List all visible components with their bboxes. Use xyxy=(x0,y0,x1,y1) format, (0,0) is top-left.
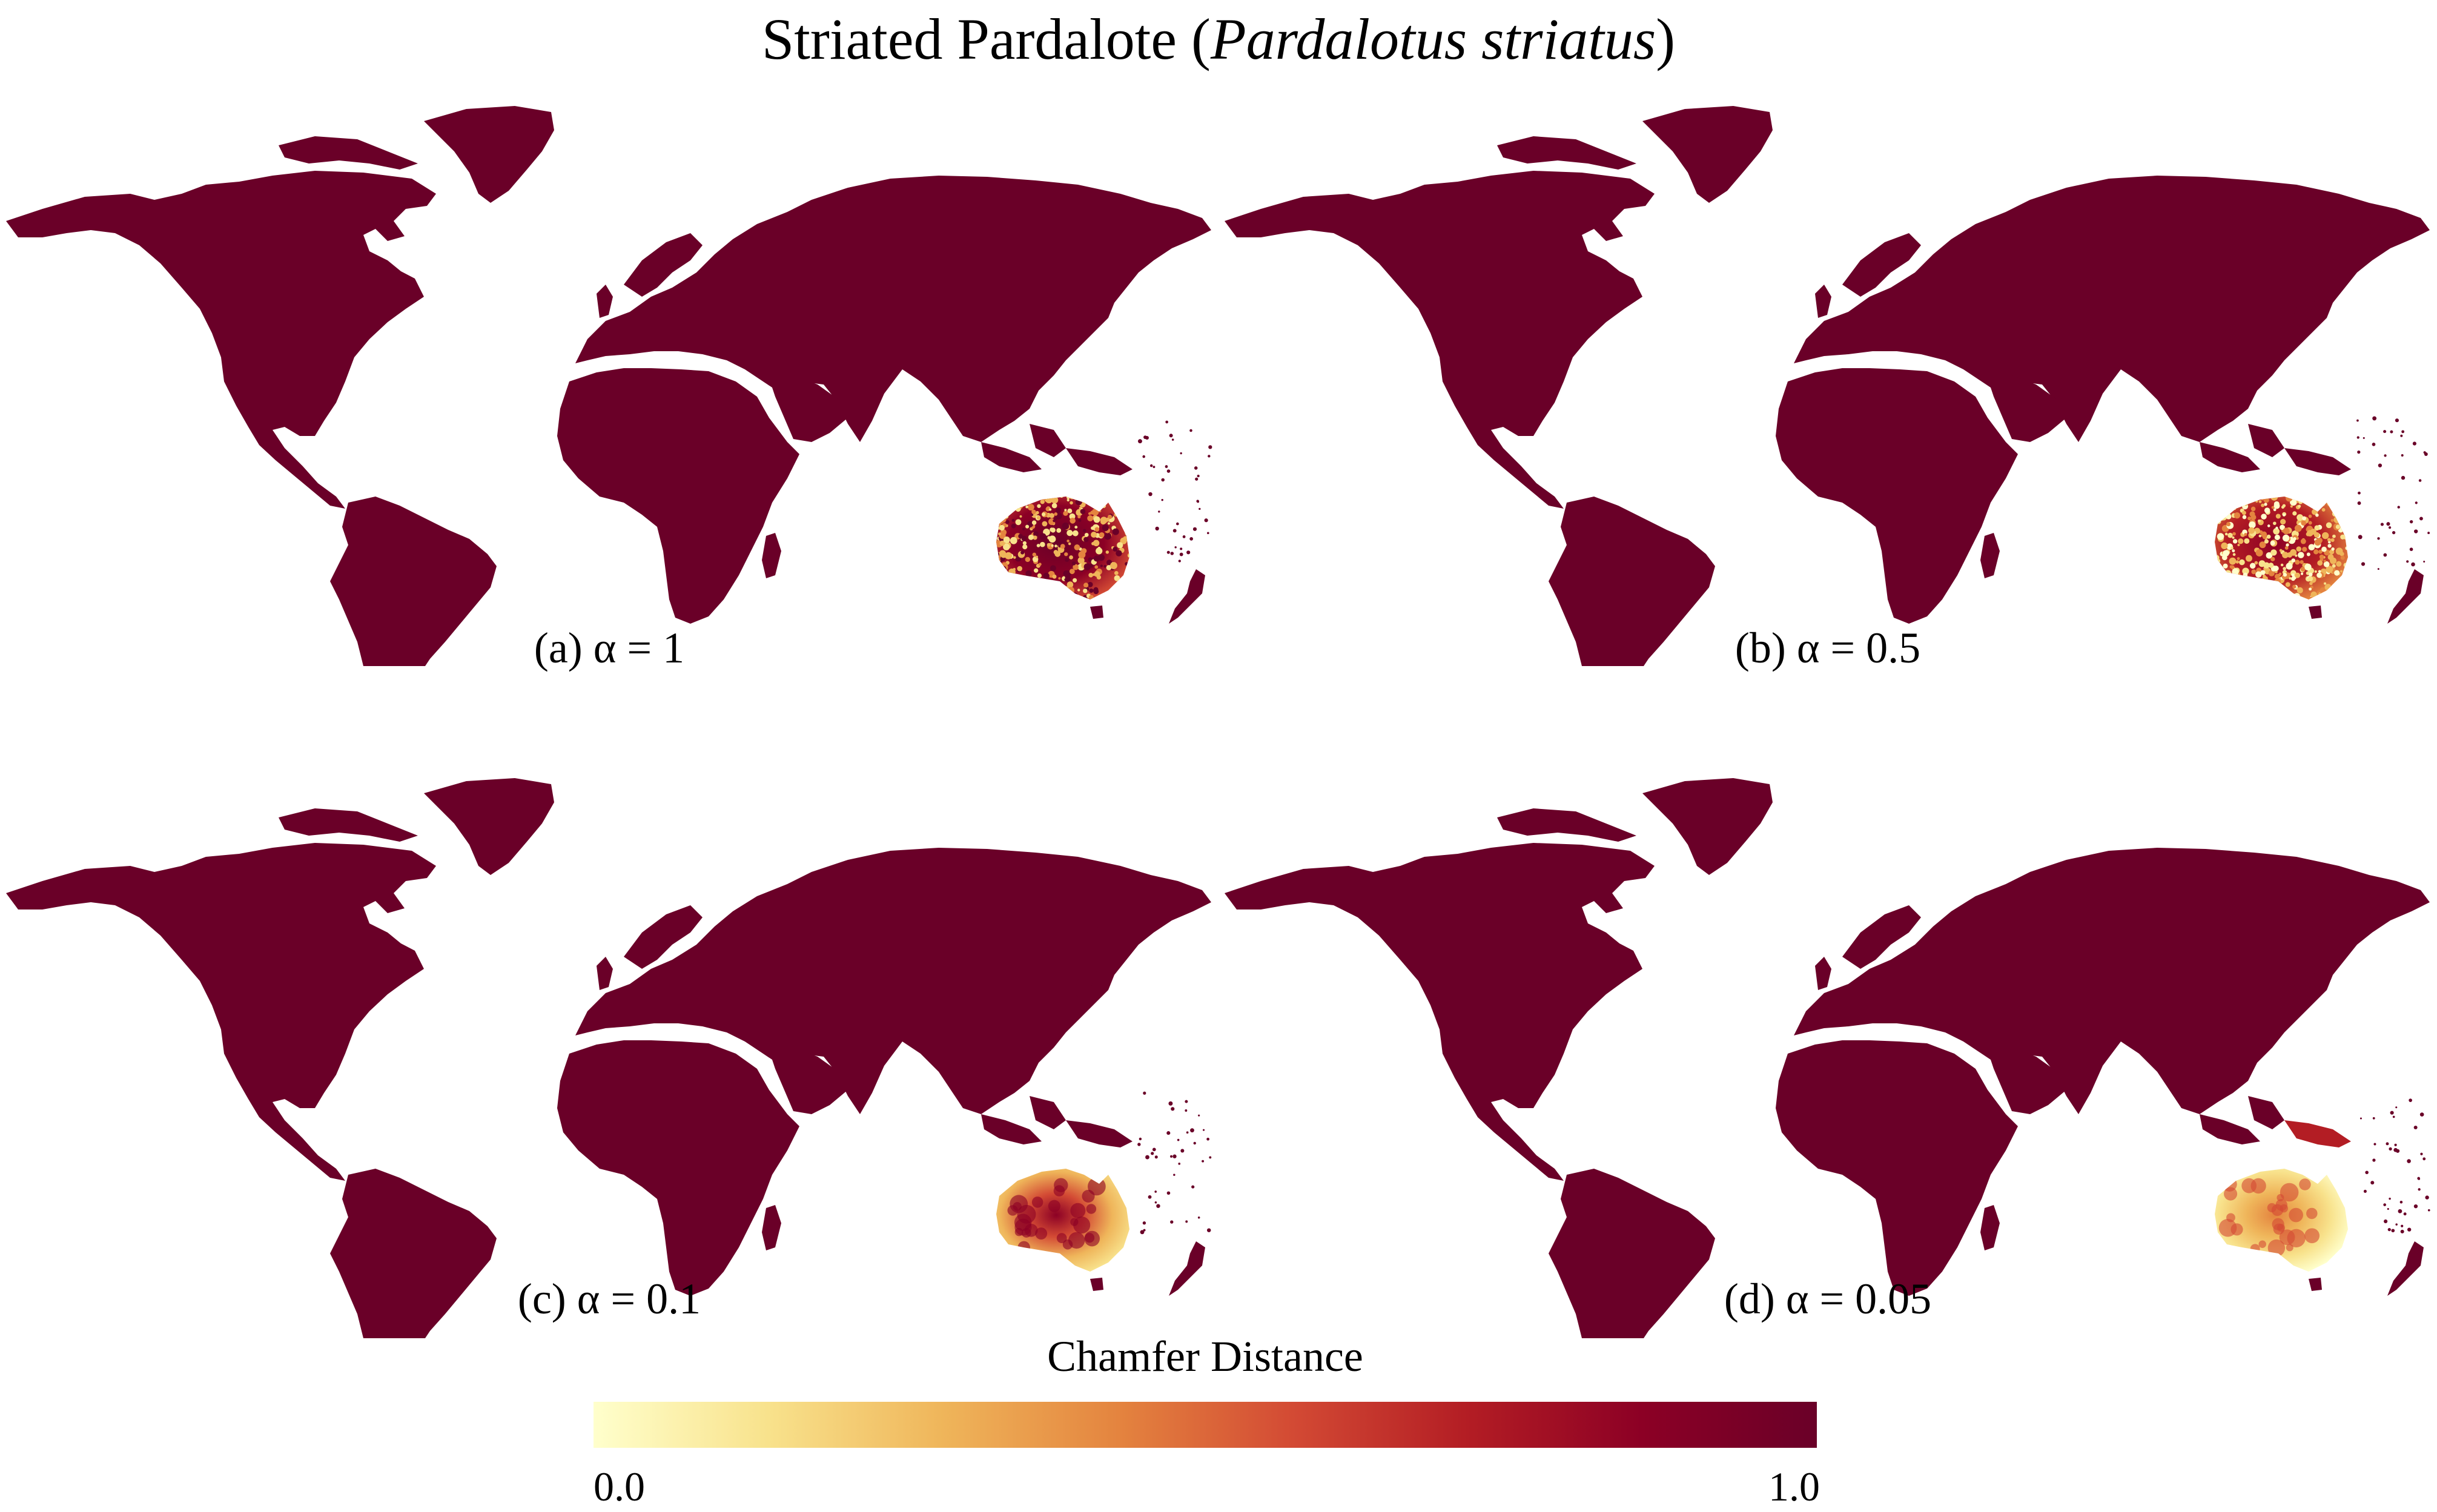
arctic-islands-a xyxy=(279,136,418,170)
colorbar-label: Chamfer Distance xyxy=(1047,1332,1363,1381)
world-map-c xyxy=(6,778,1212,1338)
colorbar-gradient xyxy=(594,1402,1817,1448)
africa-d xyxy=(1776,1040,2018,1296)
arabia-a xyxy=(769,375,848,442)
pacific-islands-c xyxy=(1137,1091,1212,1235)
indonesia-c xyxy=(981,1096,1066,1144)
australia-b xyxy=(2215,497,2348,599)
japan-a xyxy=(1073,254,1102,327)
madagascar-a xyxy=(762,533,781,578)
world-map-b xyxy=(1225,106,2430,666)
new-zealand-d xyxy=(2387,1241,2424,1296)
new-guinea-a xyxy=(1066,448,1133,475)
caption-d: (d) α = 0.05 xyxy=(1724,1275,1932,1323)
pacific-islands-b xyxy=(2356,416,2430,570)
map-panel-c xyxy=(0,751,1218,1338)
title-species: Pardalotus striatus xyxy=(1210,7,1656,71)
eurasia-a xyxy=(575,176,1211,442)
tasmania-c xyxy=(1090,1278,1103,1291)
north-america-b xyxy=(1225,171,1655,509)
colorbar-min-label: 0.0 xyxy=(594,1464,645,1510)
indonesia-a xyxy=(981,424,1066,472)
scandinavia-d xyxy=(1842,905,1921,969)
eurasia-c xyxy=(575,848,1211,1114)
madagascar-b xyxy=(1980,533,2000,578)
scandinavia-b xyxy=(1842,233,1921,297)
indonesia-b xyxy=(2200,424,2284,472)
arctic-islands-c xyxy=(279,808,418,842)
new-zealand-a xyxy=(1169,569,1205,624)
tasmania-a xyxy=(1090,606,1103,619)
indonesia-d xyxy=(2200,1096,2284,1144)
arabia-c xyxy=(769,1048,848,1114)
arctic-islands-d xyxy=(1497,808,1636,842)
madagascar-c xyxy=(762,1205,781,1250)
new-guinea-c xyxy=(1066,1120,1133,1147)
north-america-c xyxy=(6,843,436,1181)
world-map-a xyxy=(6,106,1212,666)
greenland-b xyxy=(1642,106,1773,203)
britain-b xyxy=(1815,285,1831,318)
map-panel-a xyxy=(0,79,1218,666)
arabia-b xyxy=(1988,375,2066,442)
south-america-a xyxy=(330,497,497,666)
japan-c xyxy=(1073,926,1102,999)
map-panel-b xyxy=(1218,79,2437,666)
new-zealand-c xyxy=(1169,1241,1205,1296)
caption-c: (c) α = 0.1 xyxy=(517,1275,701,1323)
colorbar-max-label: 1.0 xyxy=(1768,1464,1820,1510)
title-prefix: Striated Pardalote ( xyxy=(761,7,1211,71)
japan-d xyxy=(2292,926,2321,999)
map-panel-d xyxy=(1218,751,2437,1338)
africa-b xyxy=(1776,368,2018,624)
eurasia-d xyxy=(1794,848,2430,1114)
new-zealand-b xyxy=(2387,569,2424,624)
figure-title: Striated Pardalote (Pardalotus striatus) xyxy=(0,0,2437,79)
japan-b xyxy=(2292,254,2321,327)
scandinavia-c xyxy=(624,905,703,969)
north-america-a xyxy=(6,171,436,509)
caption-b: (b) α = 0.5 xyxy=(1734,624,1921,672)
title-suffix: ) xyxy=(1656,7,1676,71)
pacific-islands-a xyxy=(1137,420,1212,563)
greenland-d xyxy=(1642,778,1773,875)
north-america-d xyxy=(1225,843,1655,1181)
britain-d xyxy=(1815,957,1831,990)
eurasia-b xyxy=(1794,176,2430,442)
africa-a xyxy=(557,368,799,624)
britain-c xyxy=(597,957,613,990)
madagascar-d xyxy=(1980,1205,2000,1250)
arctic-islands-b xyxy=(1497,136,1636,170)
greenland-a xyxy=(424,106,554,203)
new-guinea-d xyxy=(2284,1120,2351,1147)
scandinavia-a xyxy=(624,233,703,297)
africa-c xyxy=(557,1040,799,1296)
arabia-d xyxy=(1988,1048,2066,1114)
south-america-b xyxy=(1549,497,1715,666)
south-america-d xyxy=(1549,1169,1715,1338)
south-america-c xyxy=(330,1169,497,1338)
tasmania-b xyxy=(2309,606,2322,619)
caption-a: (a) α = 1 xyxy=(534,624,685,672)
pacific-islands-d xyxy=(2359,1098,2430,1233)
britain-a xyxy=(597,285,613,318)
world-map-d xyxy=(1225,778,2430,1338)
greenland-c xyxy=(424,778,554,875)
tasmania-d xyxy=(2309,1278,2322,1291)
new-guinea-b xyxy=(2284,448,2351,475)
australia-texture-c xyxy=(1007,1177,1106,1254)
